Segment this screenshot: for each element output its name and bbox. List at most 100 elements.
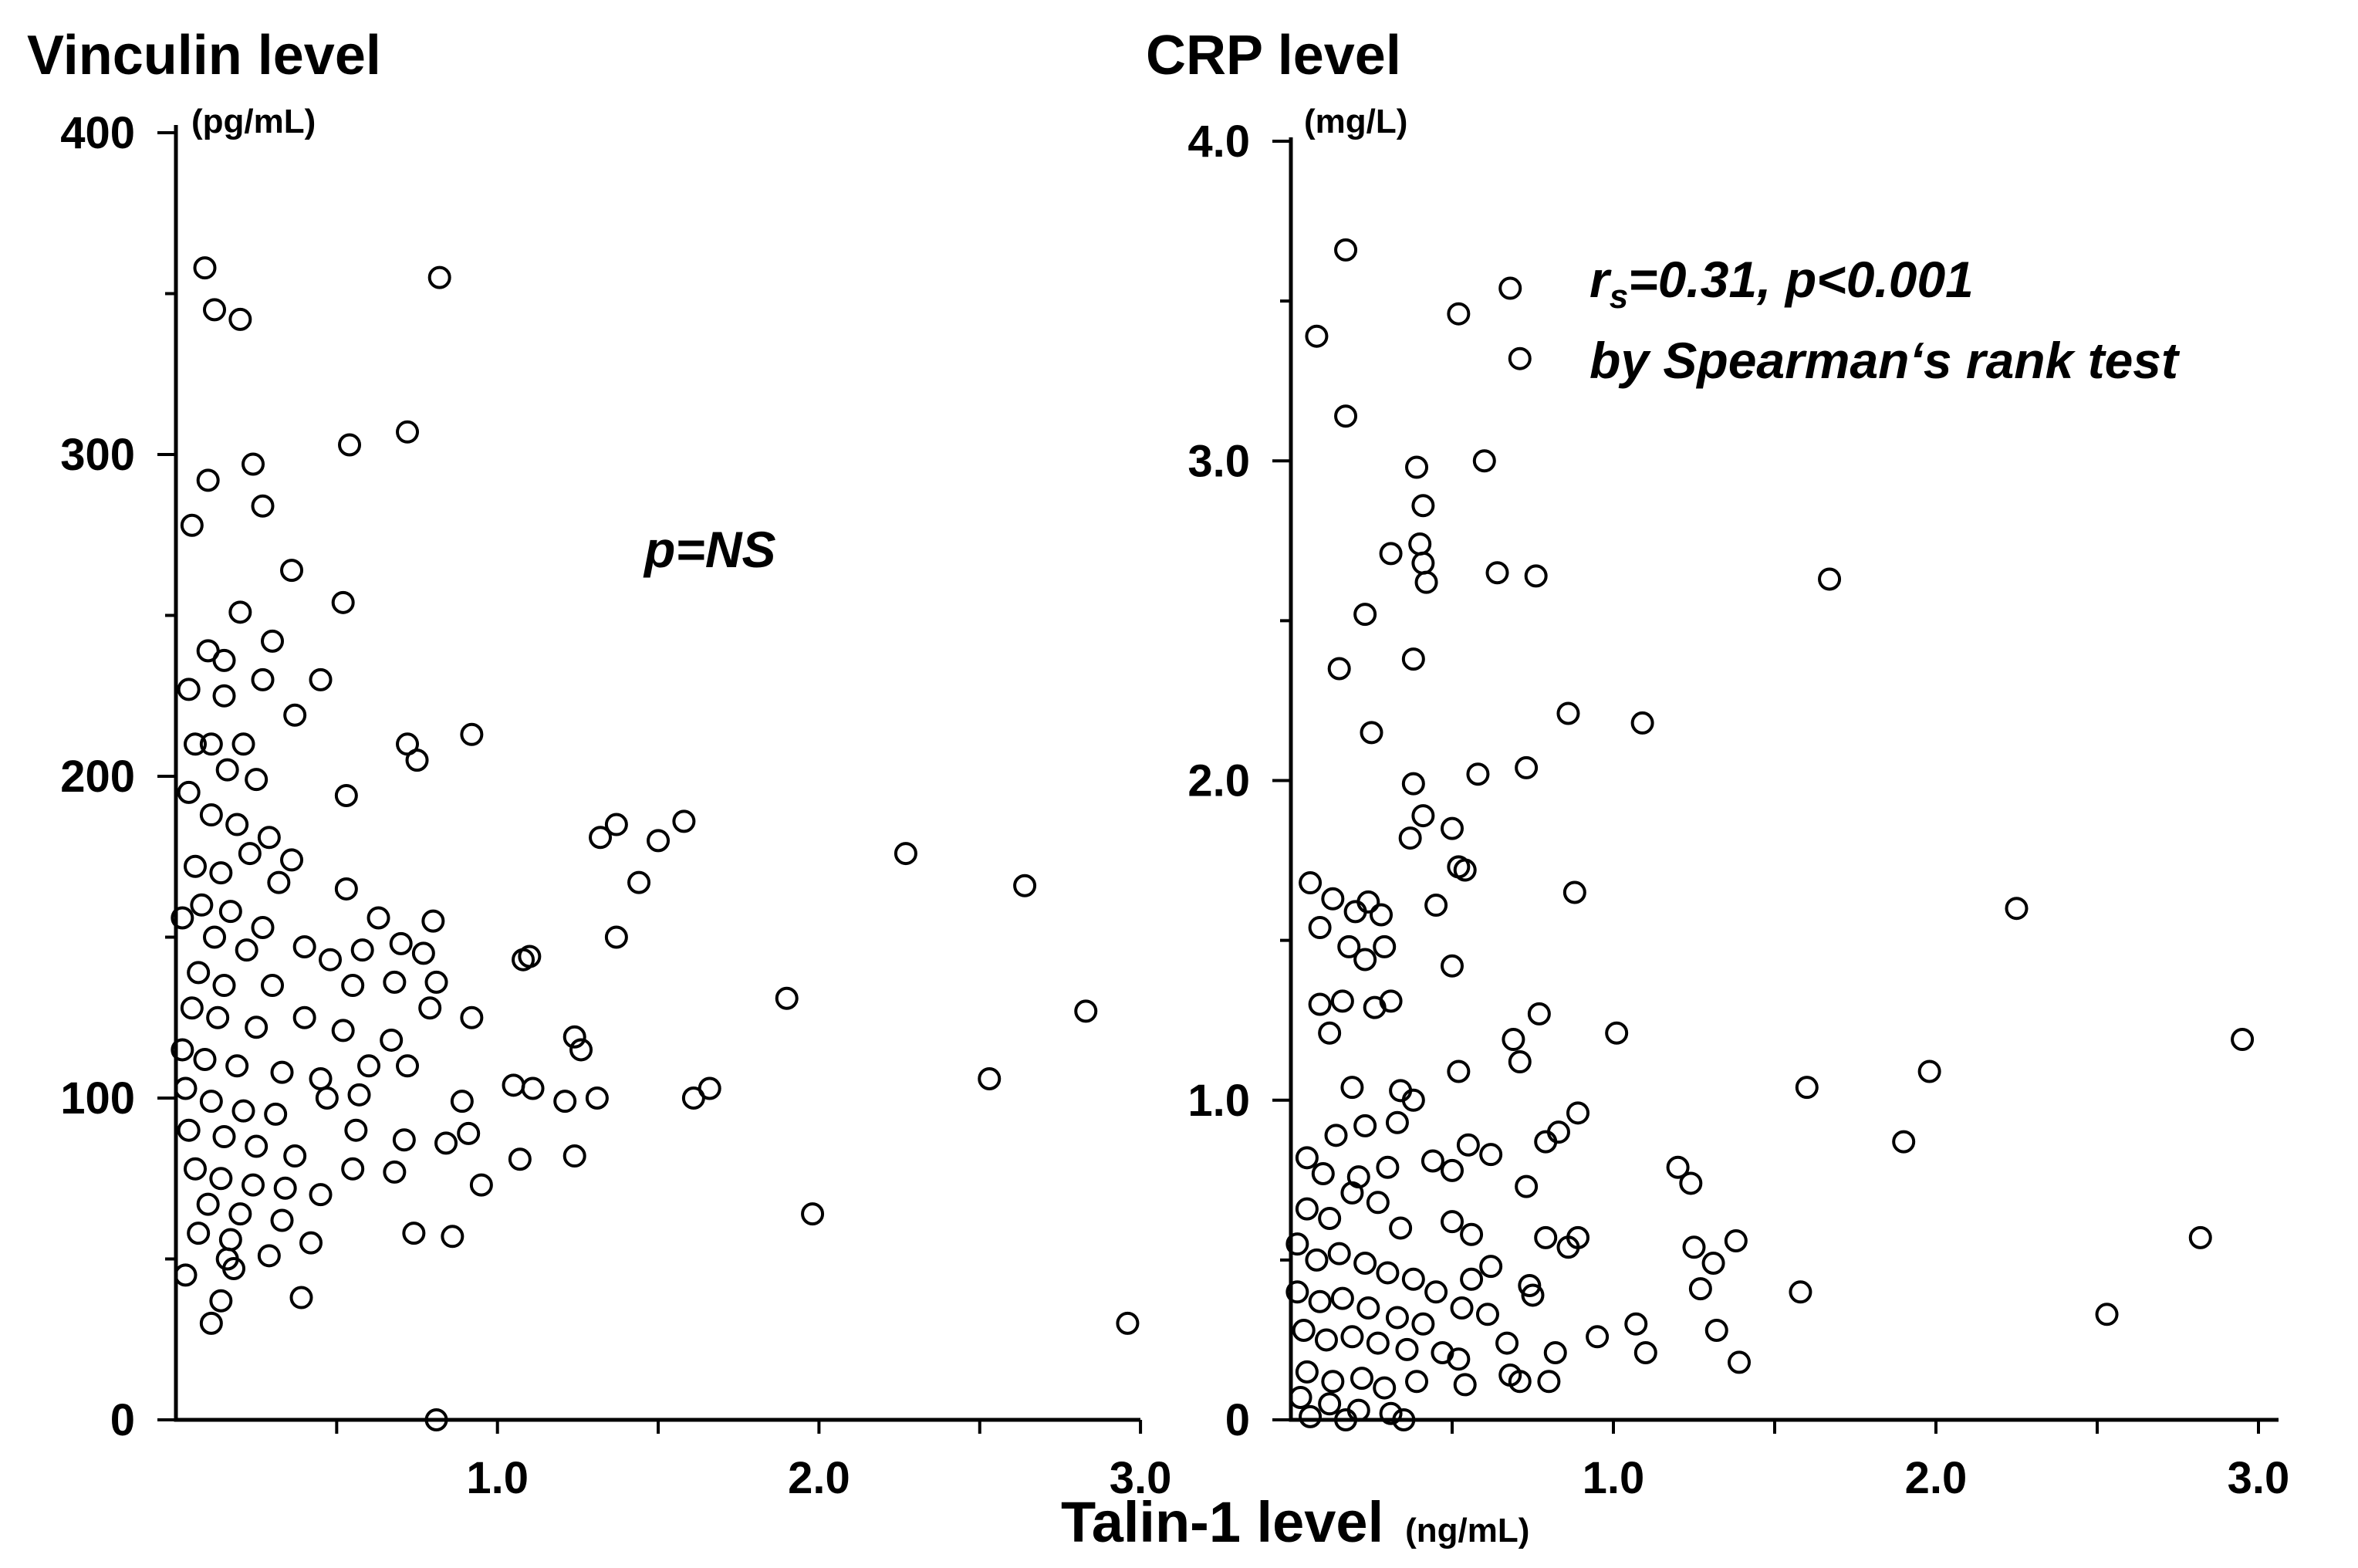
crp-data-point bbox=[1295, 1197, 1319, 1221]
vinculin-data-point bbox=[411, 941, 435, 965]
crp-data-point bbox=[1356, 1296, 1380, 1320]
crp-data-point bbox=[2231, 1028, 2255, 1052]
crp-data-point bbox=[1318, 1021, 1342, 1045]
crp-data-point bbox=[1379, 1401, 1403, 1425]
vinculin-data-point bbox=[775, 986, 799, 1010]
vinculin-data-point bbox=[171, 1038, 194, 1062]
vinculin-data-point bbox=[184, 854, 208, 878]
crp-x-tick-label: 3.0 bbox=[2228, 1453, 2290, 1503]
crp-data-point bbox=[1527, 1002, 1551, 1026]
crp-data-point bbox=[1337, 934, 1361, 958]
crp-data-point bbox=[1308, 916, 1332, 940]
crp-data-point bbox=[1679, 1171, 1703, 1195]
vinculin-data-point bbox=[193, 1047, 217, 1071]
crp-data-point bbox=[1366, 1331, 1390, 1355]
vinculin-data-point bbox=[228, 1202, 252, 1226]
crp-data-point bbox=[1379, 542, 1403, 566]
crp-data-point bbox=[1295, 1360, 1319, 1384]
vinculin-data-point bbox=[315, 1086, 339, 1110]
vinculin-data-point bbox=[350, 938, 374, 962]
vinculin-data-point bbox=[341, 1157, 365, 1181]
crp-data-point bbox=[1330, 989, 1354, 1013]
crp-annotation-line: rs=0.31, p<0.001 bbox=[1589, 251, 1974, 316]
crp-data-point bbox=[1421, 1149, 1444, 1173]
vinculin-data-point bbox=[222, 1257, 246, 1281]
vinculin-data-point bbox=[212, 974, 236, 998]
crp-data-point bbox=[1414, 570, 1438, 594]
crp-axes bbox=[1289, 137, 2279, 1422]
crp-data-point bbox=[1311, 1162, 1335, 1186]
vinculin-data-point bbox=[245, 768, 269, 792]
crp-data-point bbox=[1537, 1370, 1561, 1394]
vinculin-data-point bbox=[427, 265, 451, 289]
vinculin-data-point bbox=[450, 1090, 474, 1113]
vinculin-data-point bbox=[203, 925, 227, 949]
crp-data-point bbox=[1318, 1392, 1342, 1416]
crp-data-point bbox=[1350, 1367, 1373, 1391]
vinculin-data-point bbox=[518, 945, 542, 968]
crp-data-point bbox=[2005, 897, 2029, 921]
vinculin-data-point bbox=[562, 1025, 586, 1049]
crp-data-point bbox=[1366, 1191, 1390, 1215]
crp-data-point bbox=[1892, 1130, 1916, 1154]
vinculin-data-point bbox=[177, 780, 201, 804]
vinculin-data-point bbox=[193, 256, 217, 280]
crp-data-point bbox=[1401, 1267, 1425, 1291]
crp-data-point bbox=[1701, 1252, 1725, 1276]
vinculin-data-point bbox=[1013, 874, 1037, 897]
vinculin-data-point bbox=[647, 829, 671, 853]
crp-data-point bbox=[1395, 1337, 1419, 1361]
x-axis-label-text: Talin-1 level bbox=[1061, 1490, 1383, 1554]
vinculin-y-ticks: 0 100 200 300 400 bbox=[60, 108, 176, 1445]
vinculin-data-point bbox=[309, 667, 333, 691]
vinculin-data-point bbox=[421, 909, 445, 933]
crp-data-point bbox=[1376, 1155, 1400, 1179]
vinculin-data-point bbox=[396, 1054, 420, 1078]
vinculin-data-point bbox=[338, 433, 362, 457]
vinculin-y-tick-label: 100 bbox=[60, 1073, 135, 1124]
vinculin-data-point bbox=[585, 1086, 609, 1110]
crp-data-point bbox=[1376, 1261, 1400, 1285]
crp-data-point bbox=[1299, 1404, 1323, 1428]
vinculin-data-point bbox=[199, 732, 223, 756]
crp-data-point bbox=[1917, 1059, 1941, 1083]
crp-data-point bbox=[1508, 346, 1532, 370]
crp-data-point bbox=[1479, 1143, 1503, 1167]
crp-data-point bbox=[1724, 1229, 1748, 1253]
vinculin-data-point bbox=[203, 298, 227, 322]
crp-data-point bbox=[1666, 1155, 1690, 1179]
vinculin-y-tick-label: 0 bbox=[110, 1395, 135, 1445]
crp-data-point bbox=[1308, 992, 1332, 1016]
crp-data-point bbox=[1401, 772, 1425, 796]
crp-y-tick-label: 0 bbox=[1225, 1395, 1250, 1445]
vinculin-data-point bbox=[299, 1231, 323, 1255]
vinculin-data-point bbox=[270, 1208, 294, 1232]
vinculin-data-point bbox=[508, 1147, 532, 1171]
vinculin-data-point bbox=[672, 809, 696, 833]
vinculin-data-point bbox=[521, 1076, 545, 1100]
crp-data-point bbox=[1295, 1146, 1319, 1170]
vinculin-data-point bbox=[698, 1076, 721, 1100]
crp-data-point bbox=[1534, 1130, 1558, 1154]
crp-unit: (mg/L) bbox=[1304, 103, 1407, 140]
crp-data-point bbox=[1456, 1133, 1480, 1157]
vinculin-data-point bbox=[257, 826, 281, 850]
vinculin-data-point bbox=[331, 590, 355, 614]
vinculin-data-point bbox=[212, 648, 236, 672]
crp-annotation-line: by Spearman‘s rank test bbox=[1589, 332, 2181, 389]
crp-x-tick-label: 2.0 bbox=[1905, 1453, 1968, 1503]
vinculin-data-point bbox=[251, 915, 275, 939]
vinculin-data-point bbox=[228, 600, 252, 624]
crp-data-point bbox=[1340, 1076, 1364, 1100]
vinculin-data-point bbox=[405, 749, 429, 772]
vinculin-points bbox=[171, 256, 1140, 1431]
crp-title: CRP level bbox=[1146, 25, 1401, 86]
crp-data-point bbox=[1392, 1408, 1416, 1431]
vinculin-data-point bbox=[569, 1038, 593, 1062]
vinculin-y-tick-label: 400 bbox=[60, 108, 135, 158]
crp-y-ticks: 0 1.0 2.0 3.0 4.0 bbox=[1187, 117, 1291, 1445]
crp-data-point bbox=[1385, 1306, 1409, 1330]
crp-data-point bbox=[1453, 1373, 1477, 1397]
vinculin-data-point bbox=[347, 1083, 371, 1107]
